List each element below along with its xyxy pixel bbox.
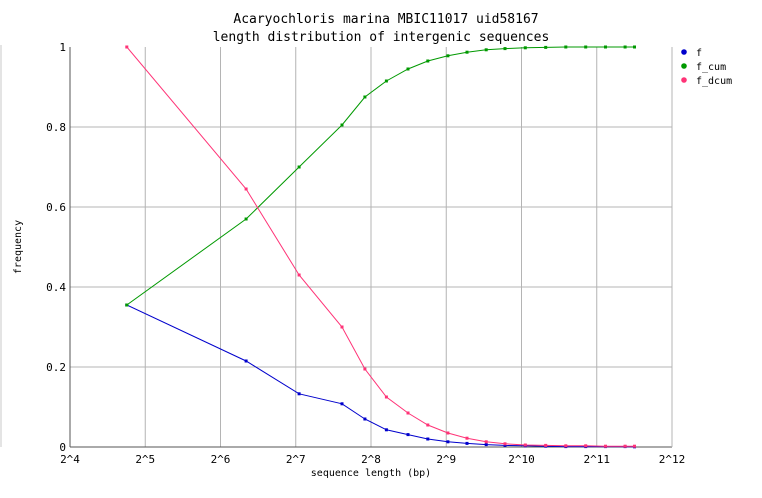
data-point-f xyxy=(297,392,301,396)
legend-marker xyxy=(681,77,687,83)
data-point-f_dcum xyxy=(125,45,129,49)
y-tick-label: 0.6 xyxy=(46,201,66,214)
data-point-f_dcum xyxy=(633,444,636,448)
data-point-f_cum xyxy=(503,47,507,51)
data-point-f xyxy=(465,441,469,445)
x-tick-label: 2^5 xyxy=(135,453,155,466)
data-point-f_dcum xyxy=(544,443,548,447)
data-point-f_dcum xyxy=(484,440,488,444)
data-point-f_cum xyxy=(604,45,607,49)
data-point-f_cum xyxy=(363,95,367,99)
x-tick-label: 2^8 xyxy=(361,453,381,466)
x-axis-ticks: 2^4 2^5 2^6 2^7 2^8 2^9 2^10 2^11 2^12 xyxy=(60,453,685,466)
x-tick-label: 2^7 xyxy=(286,453,306,466)
data-point-f xyxy=(384,428,388,432)
data-point-f xyxy=(340,402,344,406)
data-point-f_cum xyxy=(446,54,450,58)
data-point-f_dcum xyxy=(623,444,627,448)
data-point-f_dcum xyxy=(297,273,301,277)
data-point-f xyxy=(503,443,507,447)
data-point-f_dcum xyxy=(503,442,507,446)
series-line-f_dcum xyxy=(126,46,635,447)
legend-label: f xyxy=(696,48,702,59)
data-point-f_cum xyxy=(484,48,488,52)
legend: f f_cum f_dcum xyxy=(681,48,732,87)
data-point-f xyxy=(484,443,488,447)
chart-subtitle: length distribution of intergenic sequen… xyxy=(213,30,550,45)
x-tick-label: 2^10 xyxy=(508,453,535,466)
data-point-f_dcum xyxy=(406,411,410,415)
data-point-f_cum xyxy=(633,45,636,49)
data-point-f xyxy=(244,359,248,363)
data-point-f_cum xyxy=(623,45,627,49)
x-tick-label: 2^9 xyxy=(436,453,456,466)
series-line-f xyxy=(126,304,635,448)
x-tick-label: 2^11 xyxy=(584,453,611,466)
x-tick-label: 2^12 xyxy=(659,453,686,466)
data-point-f_dcum xyxy=(426,423,430,427)
data-point-f_dcum xyxy=(446,431,450,435)
data-point-f_cum xyxy=(244,217,248,221)
data-point-f_dcum xyxy=(340,325,344,329)
data-point-f_dcum xyxy=(384,395,388,399)
data-point-f_cum xyxy=(544,45,548,49)
x-tick-label: 2^6 xyxy=(211,453,231,466)
legend-label: f_dcum xyxy=(696,76,732,87)
data-point-f xyxy=(406,433,410,437)
data-point-f_dcum xyxy=(523,443,527,447)
y-axis-ticks: 0 0.2 0.4 0.6 0.8 1 xyxy=(46,41,66,454)
data-point-f_cum xyxy=(340,123,344,127)
data-point-f_cum xyxy=(465,50,469,54)
data-point-f_cum xyxy=(584,45,588,49)
data-point-f_dcum xyxy=(465,436,469,440)
data-point-f_dcum xyxy=(244,187,248,191)
data-point-f_cum xyxy=(384,79,388,83)
data-point-f_cum xyxy=(426,59,430,63)
y-tick-label: 0 xyxy=(59,441,66,454)
legend-marker xyxy=(681,63,687,69)
legend-item-f: f xyxy=(681,48,702,59)
data-point-f xyxy=(446,440,450,444)
data-point-f xyxy=(426,437,430,441)
data-point-f_cum xyxy=(523,46,527,50)
grid xyxy=(70,47,672,447)
legend-item-f_dcum: f_dcum xyxy=(681,76,732,87)
x-tick-label: 2^4 xyxy=(60,453,80,466)
data-point-f_dcum xyxy=(363,367,367,371)
legend-label: f_cum xyxy=(696,62,726,73)
data-point-f_dcum xyxy=(564,444,568,448)
data-point-f_cum xyxy=(125,303,129,307)
data-point-f_cum xyxy=(406,67,410,71)
y-axis-label: frequency xyxy=(13,220,24,274)
data-point-f_dcum xyxy=(584,444,588,448)
data-point-f_cum xyxy=(297,165,301,169)
legend-item-f_cum: f_cum xyxy=(681,62,726,73)
y-tick-label: 0.2 xyxy=(46,361,66,374)
legend-marker xyxy=(681,49,687,55)
y-tick-label: 1 xyxy=(59,41,66,54)
series-line-f_cum xyxy=(126,46,635,306)
series-group xyxy=(125,45,636,449)
data-point-f_dcum xyxy=(604,444,607,448)
x-axis-label: sequence length (bp) xyxy=(311,468,431,479)
y-tick-label: 0.8 xyxy=(46,121,66,134)
data-point-f xyxy=(363,417,367,421)
data-point-f_cum xyxy=(564,45,568,49)
chart-title: Acaryochloris marina MBIC11017 uid58167 xyxy=(233,12,538,27)
y-tick-label: 0.4 xyxy=(46,281,66,294)
